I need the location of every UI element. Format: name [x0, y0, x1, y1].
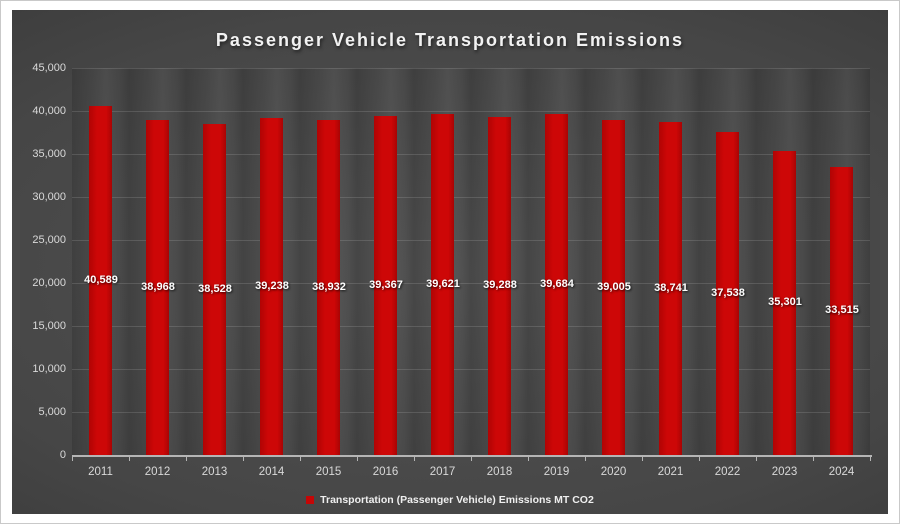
bar-2024	[830, 167, 853, 455]
bar-value-label: 38,968	[141, 281, 175, 293]
bar-value-label: 39,367	[369, 279, 403, 291]
x-axis-tick-label: 2017	[429, 466, 456, 478]
bar-value-label: 38,932	[312, 281, 346, 293]
bar-value-label: 33,515	[825, 304, 859, 316]
x-axis-tick	[756, 457, 757, 461]
x-axis-tick	[699, 457, 700, 461]
x-axis-tick	[870, 457, 871, 461]
legend: Transportation (Passenger Vehicle) Emiss…	[12, 494, 888, 506]
y-axis-tick-label: 45,000	[32, 62, 66, 74]
x-axis-tick-label: 2016	[372, 466, 399, 478]
plot-area: 40,589 38,968 38,528 39,238 38,932 39,367 39,6…	[72, 68, 870, 455]
x-axis-tick-label: 2013	[201, 466, 228, 478]
y-gridline	[72, 197, 870, 198]
bar-value-label: 39,238	[255, 280, 289, 292]
bar-value-label: 37,538	[711, 287, 745, 299]
bar-value-label: 38,528	[198, 283, 232, 295]
x-axis-tick-label: 2015	[315, 466, 342, 478]
bar-2019	[545, 114, 568, 455]
x-axis-tick-label: 2022	[714, 466, 741, 478]
y-gridline	[72, 111, 870, 112]
y-gridline	[72, 154, 870, 155]
y-axis-tick-label: 0	[59, 449, 66, 461]
y-axis-tick-label: 10,000	[32, 363, 66, 375]
chart-panel: Passenger Vehicle Transportation Emissio…	[12, 10, 888, 514]
x-axis-line	[72, 455, 872, 457]
bar-value-label: 40,589	[84, 274, 118, 286]
bar-value-label: 35,301	[768, 296, 802, 308]
x-axis-tick-label: 2024	[828, 466, 855, 478]
x-axis-tick	[528, 457, 529, 461]
bar-2011	[89, 106, 112, 455]
bar-2013	[203, 124, 226, 455]
bar-2016	[374, 116, 397, 455]
x-axis-tick-label: 2020	[600, 466, 627, 478]
y-axis-tick-label: 15,000	[32, 320, 66, 332]
bar-2014	[260, 118, 283, 455]
x-axis-tick	[300, 457, 301, 461]
y-gridline	[72, 68, 870, 69]
legend-label: Transportation (Passenger Vehicle) Emiss…	[320, 494, 594, 506]
y-gridline	[72, 412, 870, 413]
legend-marker-icon	[306, 496, 315, 504]
bar-2017	[431, 114, 454, 455]
y-axis-tick-label: 20,000	[32, 277, 66, 289]
bar-value-label: 39,621	[426, 278, 460, 290]
x-axis-tick	[813, 457, 814, 461]
bar-2015	[317, 120, 340, 455]
y-axis-tick-label: 25,000	[32, 234, 66, 246]
y-gridline	[72, 369, 870, 370]
x-axis-tick	[414, 457, 415, 461]
bar-value-label: 39,684	[540, 278, 574, 290]
y-gridline	[72, 326, 870, 327]
x-axis-tick	[585, 457, 586, 461]
y-gridline	[72, 240, 870, 241]
x-axis-tick-label: 2012	[144, 466, 171, 478]
bar-2012	[146, 120, 169, 455]
bar-2020	[602, 120, 625, 455]
x-axis-tick	[357, 457, 358, 461]
x-axis-tick	[243, 457, 244, 461]
y-axis-tick-label: 5,000	[38, 406, 66, 418]
x-axis-tick-label: 2019	[543, 466, 570, 478]
x-axis-tick-label: 2011	[88, 466, 113, 478]
x-axis-tick	[186, 457, 187, 461]
y-axis-tick-label: 30,000	[32, 191, 66, 203]
x-axis-tick-label: 2021	[657, 466, 684, 478]
x-axis-tick-label: 2014	[258, 466, 285, 478]
x-axis-tick	[129, 457, 130, 461]
chart-title: Passenger Vehicle Transportation Emissio…	[215, 30, 685, 50]
bar-2023	[773, 151, 796, 455]
x-axis-tick	[72, 457, 73, 461]
bar-value-label: 39,005	[597, 281, 631, 293]
bar-2022	[716, 132, 739, 455]
x-axis-tick-label: 2023	[771, 466, 798, 478]
bar-value-label: 39,288	[483, 279, 517, 291]
y-axis-tick-label: 40,000	[32, 105, 66, 117]
bar-2018	[488, 117, 511, 455]
bar-2021	[659, 122, 682, 455]
y-gridline	[72, 283, 870, 284]
x-axis-tick	[471, 457, 472, 461]
y-axis-tick-label: 35,000	[32, 148, 66, 160]
x-axis-tick-label: 2018	[486, 466, 513, 478]
x-axis-tick	[642, 457, 643, 461]
bar-value-label: 38,741	[654, 282, 688, 294]
